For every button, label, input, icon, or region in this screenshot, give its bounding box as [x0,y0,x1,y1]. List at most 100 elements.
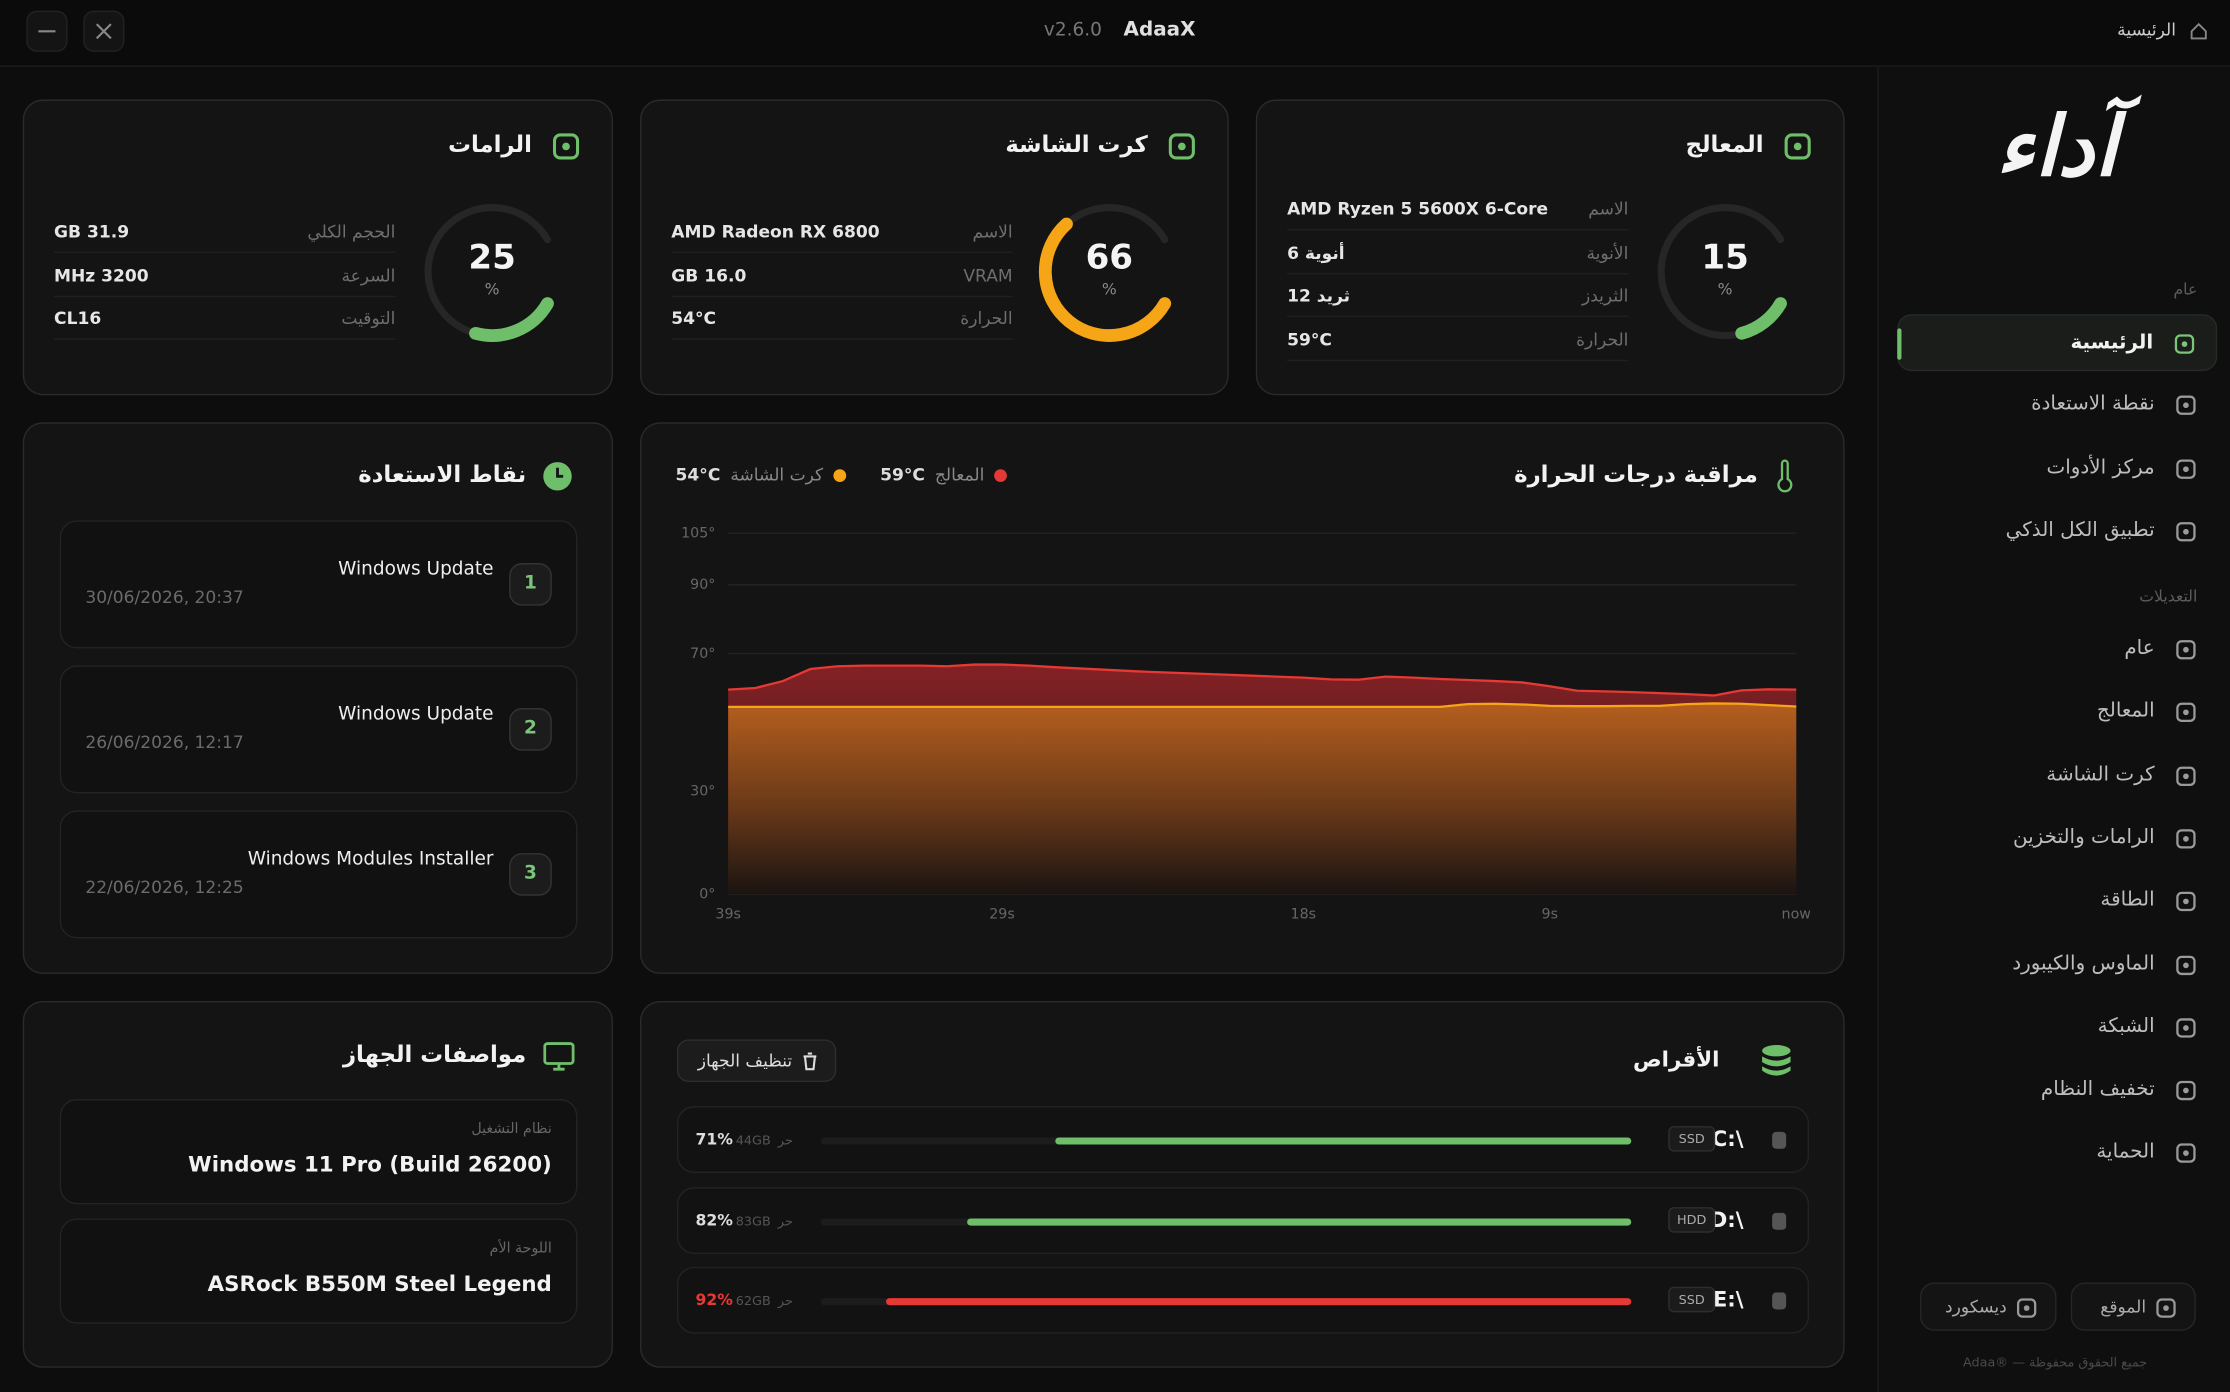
info-value: GB 16.0 [671,265,747,286]
y-tick-label: 30° [690,783,715,799]
gauge-fill [1735,297,1787,340]
restore-item[interactable]: 1 Windows Update 30/06/2026, 20:37 [59,520,578,649]
logo: آداء [1995,98,2118,195]
nav-label: مركز الأدوات [2046,455,2155,479]
clock-icon [543,462,572,491]
card-icon-shape [552,133,580,160]
info-value: CL16 [54,308,102,329]
info-value: MHz 3200 [54,265,149,286]
y-tick-label: 70° [690,646,715,662]
nav-item[interactable]: الشبكة [1897,999,2217,1056]
nav-item[interactable]: الرامات والتخزين [1897,810,2217,867]
info-row: CL16 التوقيت [54,304,395,340]
disk-row: C:\ SSD 71% 44GB حر [676,1106,1810,1173]
nav-item[interactable]: نقطة الاستعادة [1897,377,2217,434]
nav-item[interactable]: الرئيسية [1897,314,2218,372]
legend-item: المعالج 59°C [880,464,1008,485]
disk-icon [1772,1212,1787,1230]
clean-button-label: تنظيف الجهاز [697,1050,793,1071]
nav-icon [2176,458,2196,479]
nav-icon-dot [2183,898,2189,905]
gauge-value: 66 [1086,238,1133,278]
nav-item[interactable]: الحماية [1897,1125,2217,1182]
nav-icon-dot [2183,961,2189,968]
footer-button[interactable]: ديسكورد [1919,1282,2057,1331]
restore-card: نقاط الاستعادة 1 Windows Update 30/06/2026… [22,422,613,974]
restore-item[interactable]: 3 Windows Modules Installer 22/06/2026, 12… [59,810,578,939]
legend: المعالج 59°C كرت الشاشة 54°C [676,465,1008,485]
nav-icon [2176,521,2196,542]
y-tick-label: 0° [699,887,715,903]
section-title: عام [2173,280,2198,299]
used-percent: 92% [695,1290,733,1310]
nav-item[interactable]: عام [1897,621,2217,678]
y-tick-label: 105° [681,525,715,541]
footer-button[interactable]: الموقع [2070,1282,2196,1331]
legend-name: المعالج [934,464,985,485]
disk-icon [1772,1131,1787,1149]
nav-item[interactable]: الماوس والكيبورد [1897,936,2217,993]
nav-label: الحماية [2096,1140,2155,1164]
info-value: AMD Radeon RX 6800 [671,221,880,242]
clean-button[interactable]: تنظيف الجهاز [676,1039,837,1082]
gauge-unit: % [1102,279,1117,298]
gauge: 15% [1657,204,1787,340]
info-row: 12 ثريد الثريدز [1287,282,1629,318]
nav-icon-shape [2176,1143,2196,1164]
card-title: المعالج [1685,130,1764,158]
sidebar: آداء عام الرئيسية نقطة الاستعادة مركز الأدو… [1877,66,2230,1392]
restore-date: 30/06/2026, 20:37 [85,587,244,608]
nav-icon [2174,334,2195,354]
restore-date: 22/06/2026, 12:25 [85,877,244,898]
info-value: GB 31.9 [54,221,130,242]
info-value: 59°C [1287,329,1332,350]
info-value: 6 أنوية [1287,242,1345,263]
nav-label: عام [2124,636,2155,660]
info-label: الثريدز [1581,285,1629,306]
legend-dot [833,468,846,482]
breadcrumb: الرئيسية [2117,19,2176,40]
nav-item[interactable]: كرت الشاشة [1897,747,2217,804]
spec-value: Windows 11 Pro (Build 26200) [188,1151,552,1178]
info-value: 54°C [671,308,717,329]
card-icon [552,133,580,160]
free-space: 44GB [735,1134,771,1149]
spec-label: نظام التشغيل [471,1121,552,1138]
footer-icon [2156,1298,2176,1318]
nav-item[interactable]: المعالج [1897,684,2217,741]
database-icon [1762,1045,1791,1076]
nav-icon [2176,1080,2196,1101]
info-row: GB 16.0 VRAM [671,261,1013,297]
nav-icon-dot [2183,528,2189,535]
restore-item[interactable]: 2 Windows Update 26/06/2026, 12:17 [59,665,578,794]
info-label: السرعة [341,265,396,286]
card-icon [1784,133,1811,160]
nav-item[interactable]: تخفيف النظام [1897,1062,2217,1119]
monitor-icon [543,1042,575,1071]
nav-item[interactable]: الطاقة [1897,873,2217,930]
nav-icon-dot [2183,465,2189,472]
nav-icon [2176,395,2196,416]
nav-item[interactable]: تطبيق الكل الذكي [1897,503,2217,560]
nav-label: الماوس والكيبورد [2012,951,2155,975]
usage-bar [885,1298,1632,1306]
free-space: 83GB [735,1214,771,1230]
nav-icon [2176,892,2196,912]
nav-icon [2176,955,2196,975]
legend-value: 59°C [880,464,925,485]
nav-icon-dot [2183,835,2189,842]
info-label: VRAM [963,265,1013,286]
info-label: الحجم الكلي [307,221,396,242]
info-label: الحرارة [960,308,1013,329]
free-space: 62GB [735,1295,771,1310]
nav-label: الرامات والتخزين [2012,825,2155,849]
disks-title: الأقراص [1632,1046,1720,1073]
nav-icon-shape [2176,766,2196,786]
nav-icon-shape [2176,703,2196,723]
legend-item: كرت الشاشة 54°C [676,465,846,485]
spec-value: ASRock B550M Steel Legend [207,1271,552,1297]
nav-item[interactable]: مركز الأدوات [1897,440,2217,497]
nav-label: الشبكة [2097,1014,2155,1038]
nav-label: تخفيف النظام [2040,1077,2155,1101]
disk-labels: 82% 83GB حر [695,1211,792,1229]
